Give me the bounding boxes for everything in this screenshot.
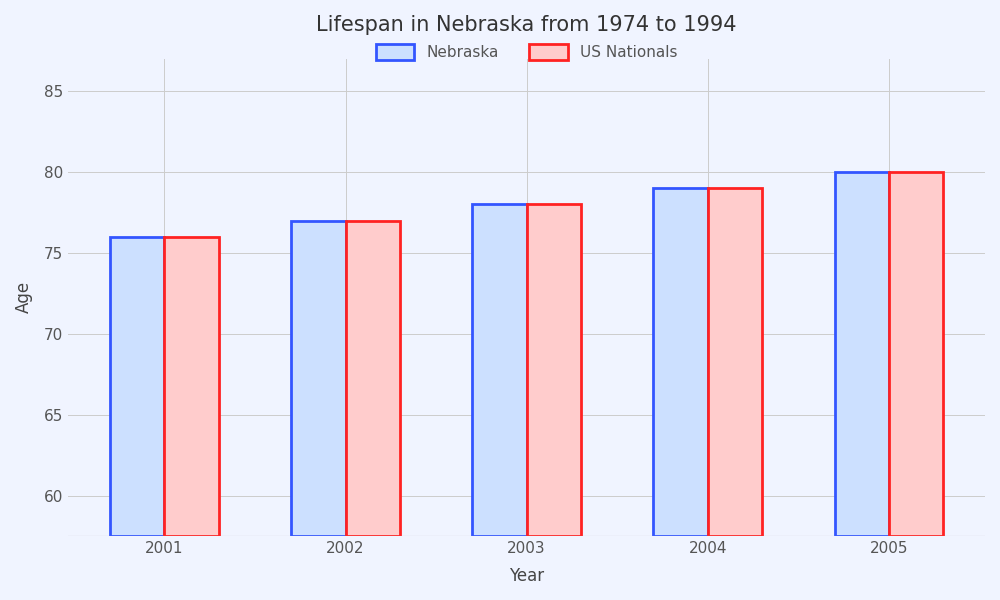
Bar	[472, 205, 527, 536]
Bar	[164, 237, 219, 536]
Bar	[835, 172, 889, 536]
Bar	[291, 221, 346, 536]
Bar	[653, 188, 708, 536]
Bar	[889, 172, 943, 536]
Legend: Nebraska, US Nationals: Nebraska, US Nationals	[370, 38, 683, 66]
Bar	[110, 237, 164, 536]
Bar	[708, 188, 762, 536]
Bar	[346, 221, 400, 536]
X-axis label: Year: Year	[509, 567, 544, 585]
Y-axis label: Age: Age	[15, 281, 33, 313]
Bar	[527, 205, 581, 536]
Title: Lifespan in Nebraska from 1974 to 1994: Lifespan in Nebraska from 1974 to 1994	[316, 15, 737, 35]
